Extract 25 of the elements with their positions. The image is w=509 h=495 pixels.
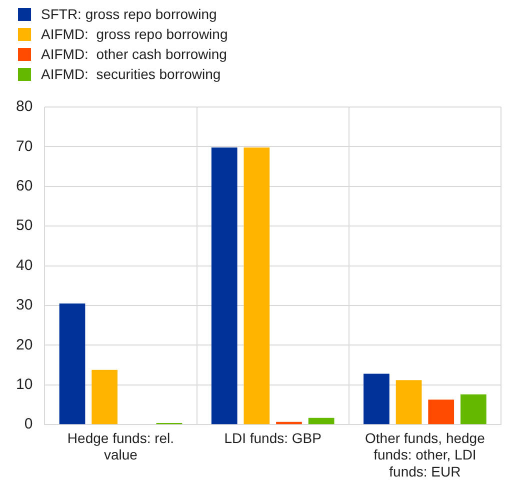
bar xyxy=(460,394,486,424)
bar xyxy=(364,374,390,424)
y-tick-label: 60 xyxy=(16,178,33,195)
bar xyxy=(59,304,86,424)
legend-label: AIFMD: other cash borrowing xyxy=(41,46,227,62)
y-tick-label: 40 xyxy=(16,256,33,274)
y-tick-label: 70 xyxy=(16,138,33,155)
x-tick-label: LDI funds: GBP xyxy=(224,430,322,446)
y-tick-label: 50 xyxy=(16,217,33,234)
bar xyxy=(396,380,422,424)
legend-label: SFTR: gross repo borrowing xyxy=(41,6,217,22)
bar xyxy=(211,147,238,424)
x-tick-label: Hedge funds: rel. value xyxy=(67,430,174,463)
legend-label: AIFMD: gross repo borrowing xyxy=(41,26,228,42)
y-tick-label: 30 xyxy=(16,296,33,314)
x-tick-label: Other funds, hedge funds: other, LDI funds: EUR xyxy=(365,430,486,480)
bar xyxy=(92,370,118,424)
y-tick-label: 20 xyxy=(16,336,33,354)
legend-label: AIFMD: securities borrowing xyxy=(41,66,221,82)
y-tick-label: 0 xyxy=(24,416,33,433)
bar xyxy=(244,147,270,424)
y-tick-label: 10 xyxy=(16,376,33,394)
y-tick-label: 80 xyxy=(16,98,33,116)
bar xyxy=(308,418,334,424)
bar xyxy=(428,400,454,424)
